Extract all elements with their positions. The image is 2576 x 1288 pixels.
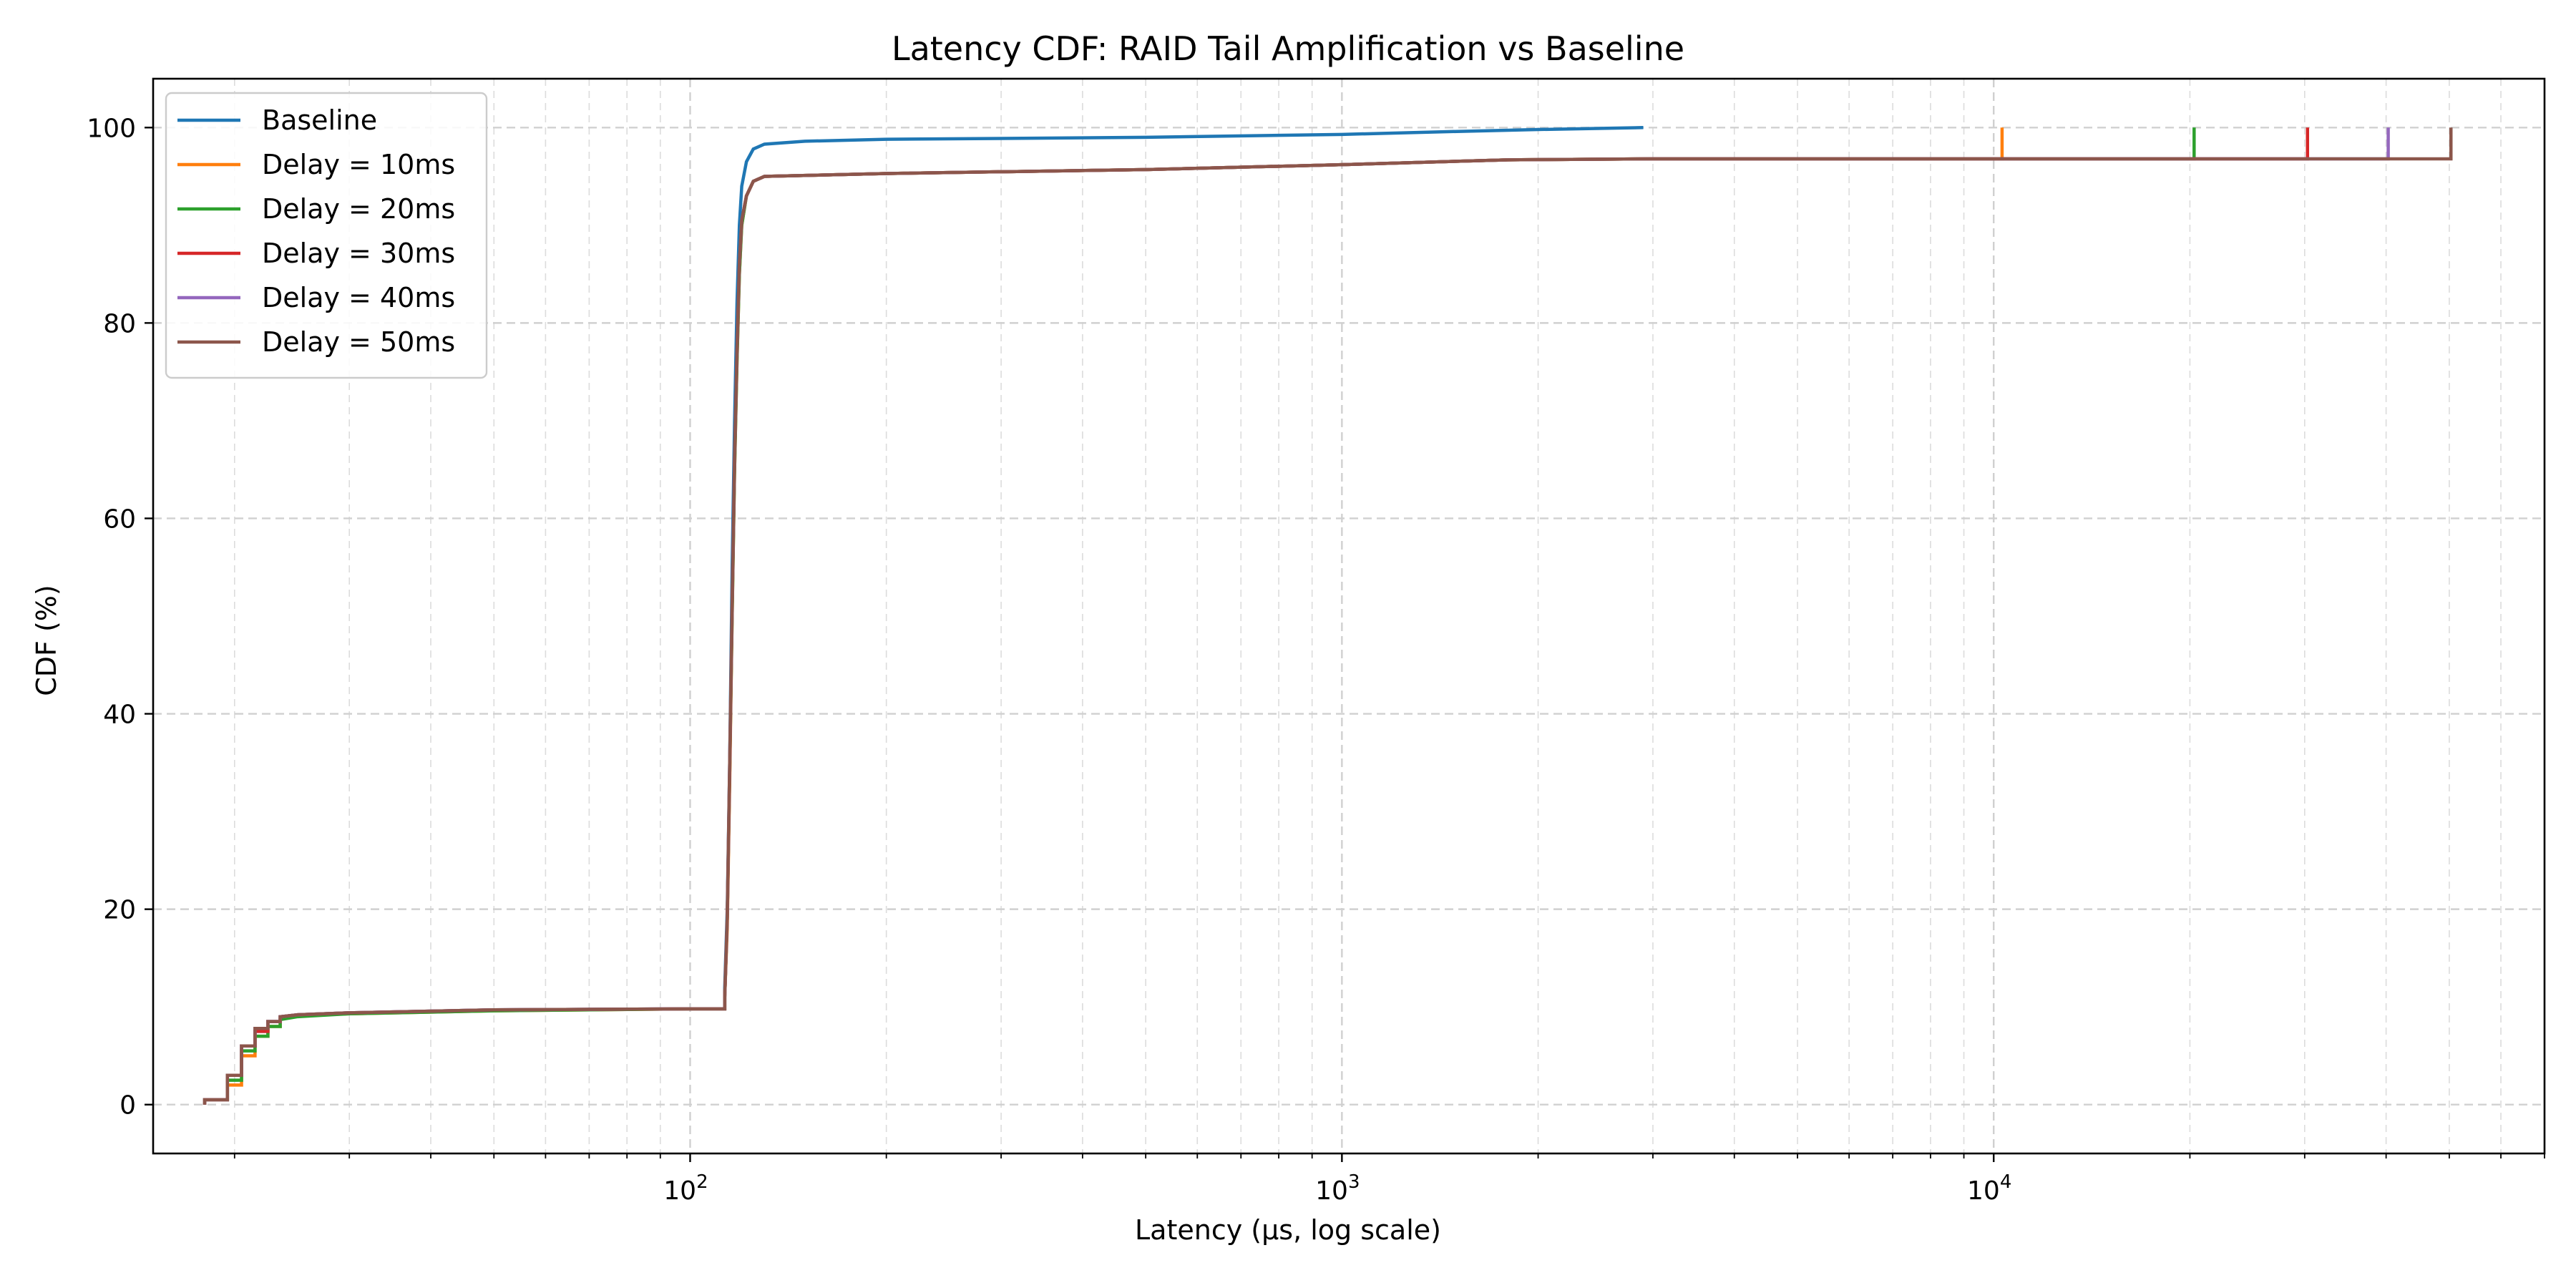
y-tick-label: 20 [103, 896, 136, 925]
plot-frame [152, 77, 2546, 1155]
legend-label: Baseline [262, 104, 377, 136]
legend-label: Delay = 50ms [262, 326, 455, 358]
legend-box [165, 92, 488, 379]
x-tick-label: 104 [1967, 1171, 2011, 1206]
y-tick-label: 80 [103, 309, 136, 338]
x-tick-label: 102 [663, 1171, 708, 1206]
y-tick-label: 0 [119, 1091, 136, 1121]
y-tick-label: 60 [103, 504, 136, 534]
y-tick-label: 100 [87, 114, 136, 143]
grid [153, 79, 2545, 1153]
x-axis-label: Latency (µs, log scale) [1135, 1214, 1441, 1246]
series-line-delay-50ms [203, 127, 2453, 1105]
series-lines [203, 126, 2453, 1105]
chart-title: Latency CDF: RAID Tail Amplification vs … [892, 29, 1684, 68]
x-tick-label: 103 [1315, 1171, 1360, 1206]
axis-ticks: 102 103 104 0 20 40 60 80 100 [87, 114, 2545, 1206]
legend-label: Delay = 40ms [262, 282, 455, 313]
legend: Baseline Delay = 10ms Delay = 20ms Delay = … [165, 92, 488, 379]
legend-label: Delay = 10ms [262, 149, 455, 180]
legend-label: Delay = 30ms [262, 238, 455, 269]
legend-label: Delay = 20ms [262, 193, 455, 225]
y-tick-label: 40 [103, 701, 136, 730]
y-axis-label: CDF (%) [31, 585, 62, 696]
